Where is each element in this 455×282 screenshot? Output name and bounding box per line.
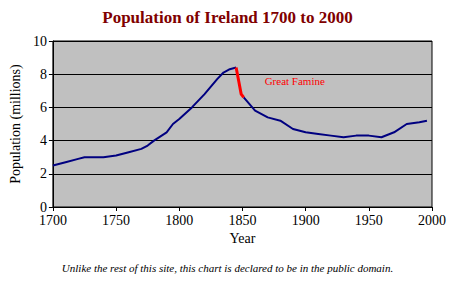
- svg-text:2: 2: [40, 166, 47, 181]
- svg-text:6: 6: [40, 100, 47, 115]
- svg-text:Population of Ireland 1700 to: Population of Ireland 1700 to 2000: [102, 8, 352, 27]
- svg-text:Year: Year: [230, 231, 256, 246]
- svg-text:8: 8: [40, 67, 47, 82]
- svg-text:1900: 1900: [292, 213, 320, 228]
- svg-text:0: 0: [39, 199, 47, 215]
- svg-text:1750: 1750: [102, 213, 130, 228]
- svg-text:1700: 1700: [39, 213, 67, 228]
- svg-text:4: 4: [40, 133, 47, 148]
- svg-text:2000: 2000: [418, 213, 446, 228]
- svg-text:Population (millions): Population (millions): [8, 64, 24, 184]
- svg-text:1850: 1850: [228, 213, 256, 228]
- svg-text:Great Famine: Great Famine: [265, 75, 325, 87]
- svg-text:1950: 1950: [355, 213, 383, 228]
- svg-text:Unlike the rest of this site,: Unlike the rest of this site, this chart…: [62, 262, 393, 274]
- svg-text:1800: 1800: [165, 213, 193, 228]
- svg-text:10: 10: [33, 34, 47, 49]
